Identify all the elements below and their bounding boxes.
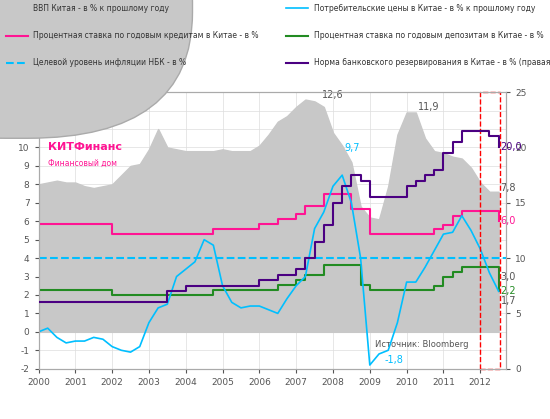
Text: 9,7: 9,7 <box>344 143 360 153</box>
Text: 7,8: 7,8 <box>500 183 516 193</box>
Text: Источник: Bloomberg: Источник: Bloomberg <box>375 339 469 349</box>
Text: Процентная ставка по годовым кредитам в Китае - в %: Процентная ставка по годовым кредитам в … <box>33 31 258 40</box>
Text: 1,7: 1,7 <box>500 295 516 305</box>
Text: Норма банковского резервирования в Китае - в % (правая ось): Норма банковского резервирования в Китае… <box>314 58 550 67</box>
Text: Целевой уровень инфляции НБК - в %: Целевой уровень инфляции НБК - в % <box>33 58 186 67</box>
Text: -1,8: -1,8 <box>384 355 403 365</box>
Text: 12,6: 12,6 <box>322 90 344 100</box>
Text: ВВП Китая - в % к прошлому году: ВВП Китая - в % к прошлому году <box>33 4 169 13</box>
Text: Процентная ставка по годовым депозитам в Китае - в %: Процентная ставка по годовым депозитам в… <box>314 31 543 40</box>
Text: КИТФинанс: КИТФинанс <box>48 142 122 152</box>
Text: Потребительские цены в Китае - в % к прошлому году: Потребительские цены в Китае - в % к про… <box>314 4 535 13</box>
Text: 6,0: 6,0 <box>500 216 516 226</box>
Text: 2,2: 2,2 <box>500 286 516 296</box>
Text: 11,9: 11,9 <box>417 103 439 112</box>
Text: 20,0: 20,0 <box>500 142 522 153</box>
Text: 3,0: 3,0 <box>500 272 516 282</box>
Text: Финансовый дом: Финансовый дом <box>48 158 117 168</box>
